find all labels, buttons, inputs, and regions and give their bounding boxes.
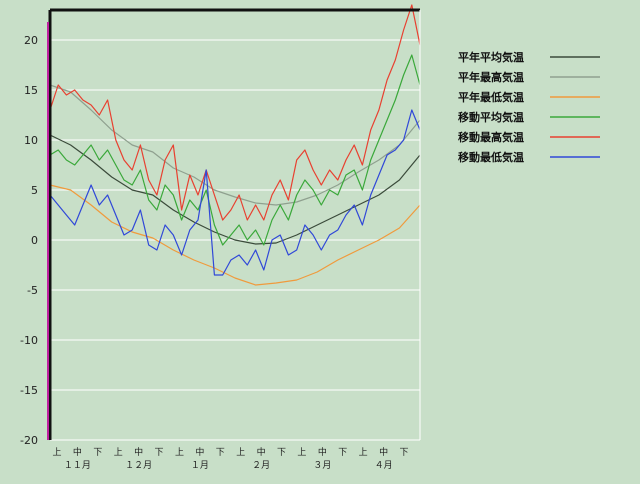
x-dekad-label: 中 bbox=[134, 446, 143, 458]
x-dekad-label: 中 bbox=[379, 446, 388, 458]
x-dekad-label: 上 bbox=[114, 447, 123, 458]
x-dekad-label: 中 bbox=[257, 446, 266, 458]
x-month-label: １２月 bbox=[125, 460, 152, 471]
x-month-label: ４月 bbox=[375, 460, 393, 471]
x-month-label: ２月 bbox=[252, 460, 270, 471]
x-month-label: ３月 bbox=[313, 460, 331, 471]
y-tick-label: -15 bbox=[20, 384, 38, 397]
legend-label: 平年平均気温 bbox=[458, 50, 524, 64]
x-dekad-label: 上 bbox=[175, 447, 184, 458]
series-line-5 bbox=[49, 109, 421, 276]
x-dekad-label: 中 bbox=[73, 446, 82, 458]
series-line-2 bbox=[49, 184, 421, 286]
x-dekad-label: 上 bbox=[297, 447, 306, 458]
y-tick-label: 15 bbox=[24, 84, 38, 97]
x-month-label: １１月 bbox=[64, 460, 91, 471]
y-tick-label: 0 bbox=[31, 234, 38, 247]
x-dekad-label: 上 bbox=[359, 447, 368, 458]
y-tick-label: -5 bbox=[27, 284, 38, 297]
y-tick-label: -20 bbox=[20, 434, 38, 447]
x-month-label: １月 bbox=[191, 460, 209, 471]
legend-label: 移動平均気温 bbox=[458, 110, 524, 124]
y-tick-label: 10 bbox=[24, 134, 38, 147]
x-dekad-label: 下 bbox=[155, 448, 164, 458]
x-dekad-label: 上 bbox=[236, 447, 245, 458]
x-dekad-label: 下 bbox=[277, 448, 286, 458]
series-layer bbox=[49, 4, 421, 286]
x-dekad-label: 下 bbox=[399, 448, 408, 458]
x-dekad-label: 中 bbox=[318, 446, 327, 458]
y-tick-label: 5 bbox=[31, 184, 38, 197]
series-line-0 bbox=[49, 134, 421, 245]
x-dekad-label: 中 bbox=[195, 446, 204, 458]
legend-label: 移動最低気温 bbox=[458, 150, 524, 164]
y-tick-label: 20 bbox=[24, 34, 38, 47]
x-dekad-label: 下 bbox=[338, 448, 347, 458]
series-line-1 bbox=[49, 84, 421, 206]
axis-layer: 20151050-5-10-15-20上中下上中下上中下上中下上中下上中下１１月… bbox=[20, 8, 421, 471]
legend-label: 移動最高気温 bbox=[458, 130, 524, 144]
legend-label: 平年最高気温 bbox=[458, 70, 524, 84]
series-line-4 bbox=[49, 4, 421, 221]
legend-label: 平年最低気温 bbox=[458, 90, 524, 104]
x-dekad-label: 下 bbox=[216, 448, 225, 458]
series-line-3 bbox=[49, 54, 421, 246]
x-dekad-label: 上 bbox=[52, 447, 61, 458]
y-tick-label: -10 bbox=[20, 334, 38, 347]
x-dekad-label: 下 bbox=[93, 448, 102, 458]
